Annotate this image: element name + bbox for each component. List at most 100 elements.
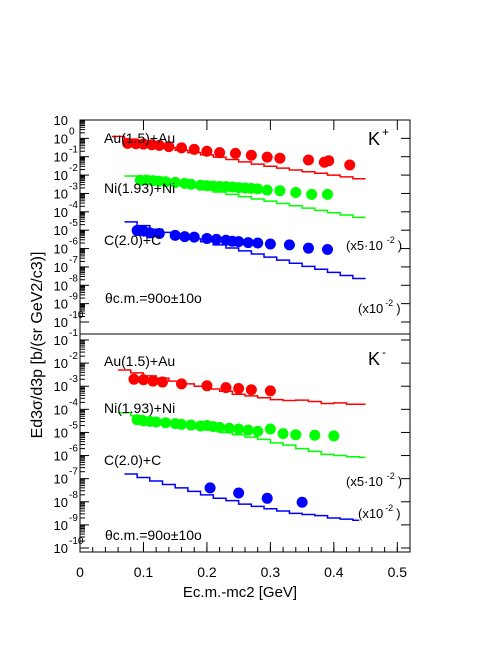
y-tick-exponent: -6 <box>69 444 78 455</box>
y-tick-label: 10 <box>54 297 68 312</box>
data-point <box>147 375 159 387</box>
data-point <box>264 238 276 250</box>
data-point <box>153 227 165 239</box>
data-point <box>274 185 286 197</box>
data-point <box>169 229 181 241</box>
y-tick-label: 10 <box>54 113 68 128</box>
y-tick-label: 10 <box>54 379 68 394</box>
data-point <box>223 422 235 434</box>
data-point <box>344 159 356 171</box>
y-tick-label: 10 <box>54 260 68 275</box>
y-tick-exponent: -1 <box>69 328 78 339</box>
data-point <box>160 176 172 188</box>
angle-label: θc.m.=90o±10o <box>105 527 202 543</box>
data-point <box>210 233 222 245</box>
y-tick-exponent: -5 <box>69 420 78 431</box>
data-point <box>176 378 188 390</box>
x-tick-label: 0 <box>76 564 84 580</box>
data-point <box>245 149 257 161</box>
series-label: Ni(1.93)+Ni <box>104 400 175 416</box>
y-tick-label: 10 <box>54 131 68 146</box>
data-point <box>290 429 302 441</box>
data-point <box>323 155 335 167</box>
data-point <box>233 236 245 248</box>
y-tick-label: 10 <box>54 425 68 440</box>
data-point <box>328 430 340 442</box>
data-point <box>163 141 175 153</box>
y-tick-exponent: -4 <box>69 200 78 211</box>
y-axis-label: Ed3σ/d3p [b/(sr GeV2/c3)] <box>29 252 46 439</box>
data-point <box>144 227 156 239</box>
model-histogram-2 <box>124 473 360 522</box>
data-point <box>229 147 241 159</box>
y-tick-label: 10 <box>54 402 68 417</box>
scale-note-exponent: -2 <box>385 298 393 308</box>
data-point <box>220 382 232 394</box>
scale-note-tail: ) <box>398 474 402 489</box>
y-tick-label: 10 <box>54 150 68 165</box>
particle-charge: + <box>382 125 389 139</box>
particle-label: K <box>368 129 380 149</box>
data-point <box>302 154 314 166</box>
data-point <box>296 496 308 508</box>
y-tick-label: 10 <box>54 449 68 464</box>
scale-note-exponent: -2 <box>387 235 395 245</box>
y-tick-exponent: -9 <box>69 513 78 524</box>
y-tick-exponent: -9 <box>69 292 78 303</box>
scale-note-tail: ) <box>398 238 402 253</box>
data-point <box>306 188 318 200</box>
data-point <box>214 421 226 433</box>
data-point <box>201 145 213 157</box>
data-point <box>242 424 254 436</box>
y-tick-label: 10 <box>54 278 68 293</box>
y-tick-label: 10 <box>54 518 68 533</box>
x-tick-label: 0.5 <box>388 564 408 580</box>
data-point <box>252 425 264 437</box>
scale-note: (x5·10 <box>346 238 383 253</box>
series-label: Au(1.5)+Au <box>104 130 175 146</box>
y-tick-exponent: -2 <box>69 163 78 174</box>
y-tick-exponent: -4 <box>69 397 78 408</box>
data-point <box>201 380 213 392</box>
data-point <box>188 143 200 155</box>
y-tick-label: 10 <box>54 242 68 257</box>
panel-k-minus: 10 -110 -210 -310 -410 -510 -610 -710 -810 -910 -1… <box>54 328 410 556</box>
data-point <box>153 139 165 151</box>
scale-note: (x10 <box>358 506 383 521</box>
scale-note-exponent: -2 <box>385 503 393 513</box>
data-point <box>137 374 149 386</box>
data-point <box>252 237 264 249</box>
scale-note: (x5·10 <box>346 474 383 489</box>
data-point <box>245 384 257 396</box>
y-tick-label: 10 <box>54 495 68 510</box>
data-point <box>322 188 333 200</box>
data-point <box>277 428 289 440</box>
data-point <box>150 416 162 428</box>
data-point <box>290 187 302 199</box>
data-point <box>137 138 149 150</box>
y-tick-exponent: -6 <box>69 237 78 248</box>
y-tick-exponent: -3 <box>69 374 78 385</box>
y-tick-label: 10 <box>54 223 68 238</box>
data-point <box>179 231 191 243</box>
data-point <box>261 151 273 163</box>
data-point <box>261 184 273 196</box>
data-point <box>201 232 213 244</box>
y-tick-exponent: -5 <box>69 218 78 229</box>
data-point <box>185 178 197 190</box>
x-tick-label: 0.3 <box>261 564 281 580</box>
series-label: Au(1.5)+Au <box>104 353 175 369</box>
data-point <box>264 385 276 397</box>
y-tick-label: 10 <box>54 472 68 487</box>
y-tick-exponent: -7 <box>69 255 78 266</box>
data-point <box>233 423 245 435</box>
y-tick-label: 10 <box>54 168 68 183</box>
data-point <box>264 423 276 435</box>
data-point <box>160 417 172 429</box>
data-point <box>242 237 254 249</box>
particle-charge: - <box>382 345 386 359</box>
data-point <box>176 418 188 430</box>
y-tick-label: 10 <box>54 186 68 201</box>
data-point <box>252 183 264 195</box>
